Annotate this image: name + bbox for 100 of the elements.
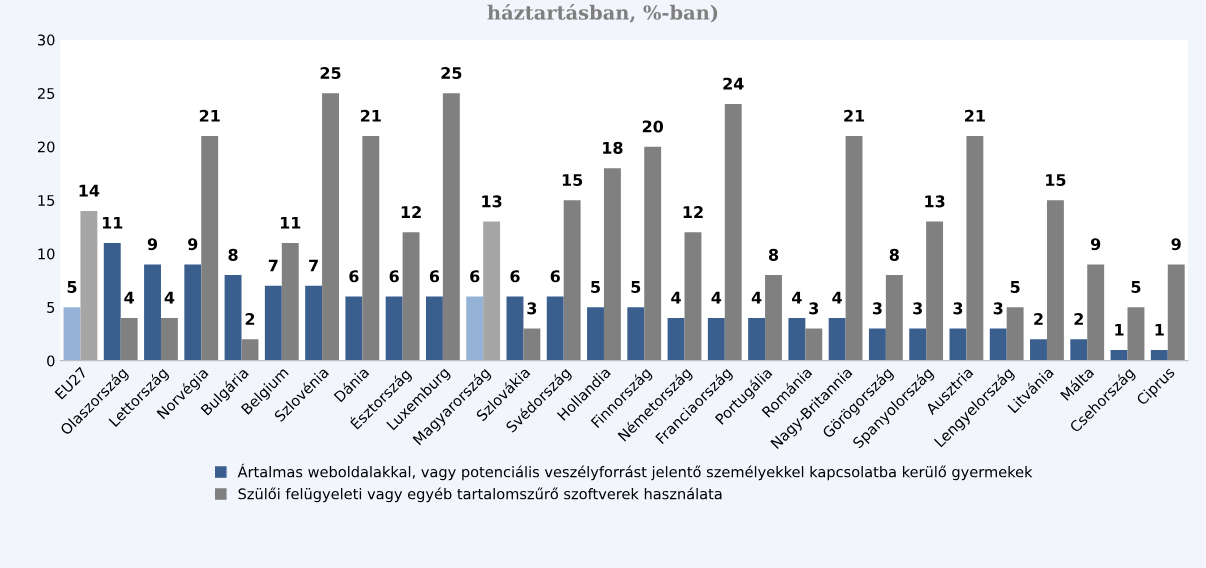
- data-label: 4: [751, 291, 762, 304]
- data-label: 25: [320, 66, 341, 80]
- data-label: 2: [1074, 313, 1083, 325]
- data-label: 1: [1115, 323, 1124, 336]
- data-label: 21: [360, 109, 381, 122]
- data-label: 15: [562, 174, 583, 187]
- bar: [724, 103, 742, 361]
- bar: [1046, 200, 1064, 361]
- data-label: 13: [925, 195, 945, 208]
- bar: [828, 317, 846, 361]
- data-label: 3: [953, 302, 963, 315]
- legend-label: Ártalmas weboldalakkal, vagy potenciális veszélyforrást jelentő személyekkel kapcsolatba kerülő gyermekek: [237, 463, 1033, 481]
- data-label: 4: [124, 291, 134, 304]
- data-label: 9: [1171, 238, 1181, 251]
- data-label: 21: [965, 109, 985, 122]
- bar: [563, 200, 581, 361]
- y-tick-label: 30: [37, 34, 55, 46]
- data-label: 21: [844, 109, 865, 122]
- bar: [627, 307, 645, 361]
- bar: [362, 136, 380, 361]
- data-label: 8: [228, 248, 238, 261]
- bar: [1167, 264, 1185, 361]
- bar: [305, 285, 323, 361]
- bar: [667, 317, 685, 361]
- data-label: 4: [164, 291, 175, 304]
- bar: [868, 328, 886, 361]
- bar: [425, 296, 443, 361]
- data-label: 24: [723, 77, 744, 90]
- bar: [603, 168, 621, 361]
- data-label: 5: [591, 281, 600, 293]
- bar: [587, 307, 604, 361]
- bar: [160, 317, 178, 361]
- data-label: 6: [429, 270, 440, 283]
- data-label: 6: [470, 270, 480, 283]
- bar: [1030, 339, 1047, 361]
- data-label: 11: [102, 216, 123, 229]
- bar: [805, 328, 823, 361]
- bar: [1110, 349, 1128, 361]
- bar: [345, 296, 363, 361]
- bar: [184, 264, 202, 361]
- data-label: 11: [280, 216, 301, 229]
- data-label: 4: [832, 291, 842, 304]
- bar: [466, 296, 484, 361]
- data-label: 6: [389, 270, 399, 283]
- bar: [966, 136, 984, 361]
- data-label: 3: [527, 302, 537, 315]
- legend-label: Szülői felügyeleti vagy egyéb tartalomszűrő szoftverek használata: [238, 487, 722, 503]
- bar: [241, 339, 259, 361]
- data-label: 6: [550, 270, 560, 283]
- bar: [201, 136, 219, 361]
- bar: [63, 307, 81, 361]
- y-tick-label: 15: [38, 195, 55, 206]
- chart-title: háztartásban, %-ban): [487, 4, 718, 23]
- data-label: 5: [1131, 281, 1141, 293]
- bar: [546, 296, 564, 361]
- data-label: 6: [349, 270, 359, 283]
- data-label: 4: [792, 291, 802, 304]
- bar: [644, 146, 662, 361]
- data-label: 5: [1010, 281, 1020, 293]
- bar: [224, 275, 242, 361]
- bar: [1006, 307, 1024, 361]
- bar: [765, 275, 782, 361]
- bar: [1127, 307, 1145, 361]
- y-tick-label: 25: [37, 87, 55, 99]
- data-label: 5: [67, 281, 77, 293]
- bar: [523, 328, 541, 361]
- data-label: 7: [268, 259, 278, 272]
- y-tick-label: 0: [47, 355, 55, 367]
- data-label: 9: [188, 238, 198, 251]
- bar: [442, 93, 460, 361]
- data-label: 9: [1090, 238, 1101, 251]
- bar: [909, 328, 927, 361]
- data-label: 2: [1034, 313, 1043, 325]
- bar: [949, 328, 967, 361]
- data-label: 4: [671, 291, 681, 304]
- data-label: 7: [309, 259, 318, 272]
- bar: [322, 93, 339, 361]
- data-label: 8: [768, 248, 779, 261]
- bar: [281, 243, 299, 361]
- bar: [989, 328, 1007, 361]
- bar: [1070, 339, 1088, 361]
- bar: [103, 243, 121, 361]
- data-label: 15: [1046, 174, 1066, 187]
- data-label: 9: [147, 238, 158, 251]
- bar: [402, 232, 420, 361]
- bar: [144, 264, 161, 361]
- bar: [483, 221, 501, 361]
- bar: [1150, 349, 1168, 361]
- data-label: 6: [510, 270, 520, 283]
- bar: [748, 317, 766, 361]
- bar: [788, 317, 806, 361]
- data-label: 12: [401, 206, 421, 218]
- data-label: 4: [711, 291, 722, 304]
- y-tick-label: 5: [47, 302, 55, 313]
- data-label: 3: [809, 302, 819, 315]
- bar: [264, 285, 282, 361]
- data-label: 2: [245, 313, 255, 325]
- data-label: 18: [603, 141, 623, 154]
- data-label: 12: [683, 206, 703, 218]
- bar: [885, 275, 903, 361]
